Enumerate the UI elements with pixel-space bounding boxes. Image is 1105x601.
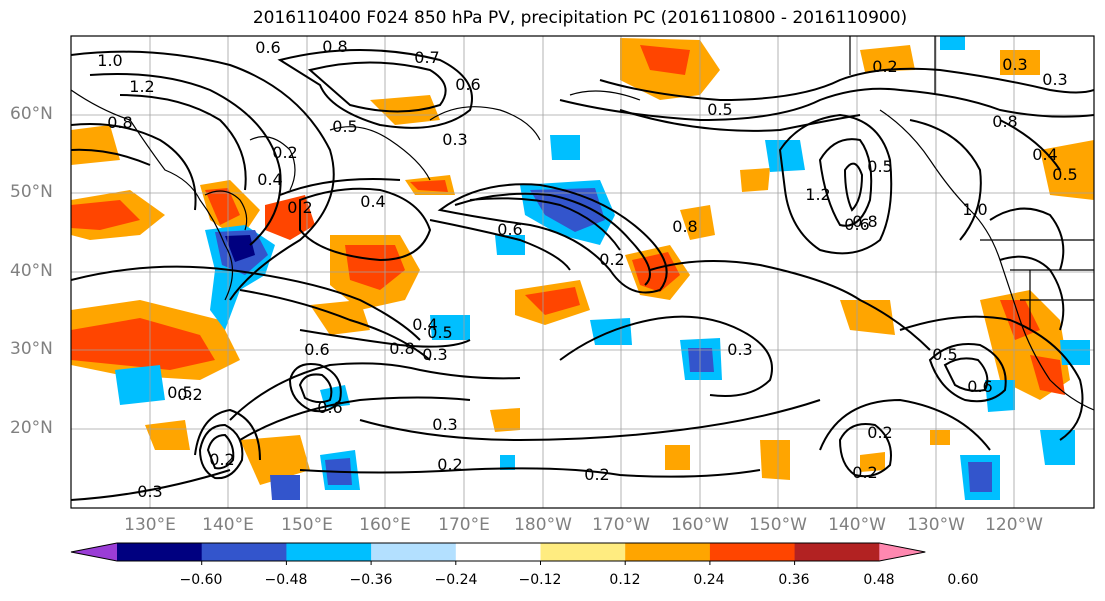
lat-label-20n: 20°N: [10, 418, 53, 438]
lon-label-120w: 120°W: [985, 515, 1043, 535]
contour-label: 0.6: [967, 377, 992, 396]
contour-labels: 1.01.20.60.80.70.60.80.20.50.30.40.20.60…: [97, 37, 1077, 501]
lat-label-60n: 60°N: [10, 104, 53, 124]
contour-label: 0.3: [1002, 55, 1027, 74]
contour-label: 0.2: [584, 465, 609, 484]
contour-label: 0.5: [867, 157, 892, 176]
contour-label: 0.2: [599, 250, 624, 269]
contour-label: 1.2: [805, 185, 830, 204]
contour-label: 0.2: [852, 463, 877, 482]
contour-label: 0.8: [322, 37, 347, 56]
contour-label: 0.2: [437, 455, 462, 474]
pv-contours: [71, 49, 1094, 501]
lon-label-140w: 140°W: [828, 515, 886, 535]
contour-label: 0.6: [317, 398, 342, 417]
colorbar-tick-label: −0.12: [518, 572, 562, 588]
contour-label: 0.8: [852, 212, 877, 231]
contour-label: 0.4: [412, 315, 437, 334]
contour-label: 0.6: [844, 215, 869, 234]
colorbar-tick-label: 0.48: [863, 572, 895, 588]
contour-label: 0.2: [287, 198, 312, 217]
plot-title: 2016110400 F024 850 hPa PV, precipitatio…: [252, 8, 908, 28]
lon-label-180w: 180°W: [514, 515, 572, 535]
lon-label-160w: 160°W: [671, 515, 729, 535]
contour-label: 0.5: [332, 117, 357, 136]
contour-label: 1.0: [97, 51, 122, 70]
lon-label-130w: 130°W: [907, 515, 965, 535]
contour-label: 0.5: [1052, 165, 1077, 184]
lon-label-170w: 170°W: [592, 515, 650, 535]
contour-label: 0.3: [422, 345, 447, 364]
colorbar-tick-label: 0.36: [778, 572, 810, 588]
contour-label: 0.3: [432, 415, 457, 434]
contour-label: 0.6: [304, 340, 329, 359]
colorbar-tick-label: 0.60: [947, 572, 979, 588]
lon-label-140e: 140°E: [202, 515, 254, 535]
contour-label: 0.2: [177, 385, 202, 404]
contour-label: 1.2: [129, 77, 154, 96]
lat-label-40n: 40°N: [10, 261, 53, 281]
contour-label: 0.2: [872, 57, 897, 76]
contour-label: 0.2: [272, 143, 297, 162]
contour-label: 0.3: [1042, 70, 1067, 89]
lon-label-160e: 160°E: [359, 515, 411, 535]
contour-label: 0.4: [1032, 145, 1057, 164]
lon-label-130e: 130°E: [124, 515, 176, 535]
lat-label-50n: 50°N: [10, 182, 53, 202]
contour-label: 0.5: [707, 100, 732, 119]
contour-label: 0.3: [727, 340, 752, 359]
contour-label: 0.5: [167, 383, 192, 402]
contour-label: 0.7: [414, 48, 439, 67]
contour-label: 0.6: [255, 38, 280, 57]
contour-label: 0.2: [867, 423, 892, 442]
contour-label: 0.8: [389, 339, 414, 358]
coastlines: [71, 36, 1094, 411]
colorbar-tick-label: −0.36: [349, 572, 393, 588]
contour-label: 0.6: [497, 220, 522, 239]
contour-label: 0.3: [137, 482, 162, 501]
precip-positive-shading: [71, 38, 1094, 485]
contour-label: 0.8: [107, 113, 132, 132]
contour-label: 0.3: [442, 130, 467, 149]
lon-label-170e: 170°E: [438, 515, 490, 535]
contour-label: 1.0: [962, 200, 987, 219]
colorbar-tick-label: 0.12: [609, 572, 641, 588]
contour-label: 0.5: [932, 345, 957, 364]
contour-label: 0.6: [455, 75, 480, 94]
lon-label-150w: 150°W: [749, 515, 807, 535]
precip-negative-shading: [115, 36, 1090, 500]
contour-label: 0.8: [992, 112, 1017, 131]
contour-label: 0.8: [672, 217, 697, 236]
lon-label-150e: 150°E: [281, 515, 333, 535]
colorbar-tick-label: −0.24: [434, 572, 478, 588]
lat-label-30n: 30°N: [10, 339, 53, 359]
contour-label: 0.4: [257, 170, 282, 189]
contour-label: 0.4: [360, 192, 385, 211]
colorbar-tick-label: 0.24: [693, 572, 725, 588]
contour-label: 0.2: [209, 450, 234, 469]
colorbar-tick-label: −0.60: [179, 572, 223, 588]
colorbar-tick-label: −0.48: [264, 572, 308, 588]
contour-label: 0.5: [427, 323, 452, 342]
